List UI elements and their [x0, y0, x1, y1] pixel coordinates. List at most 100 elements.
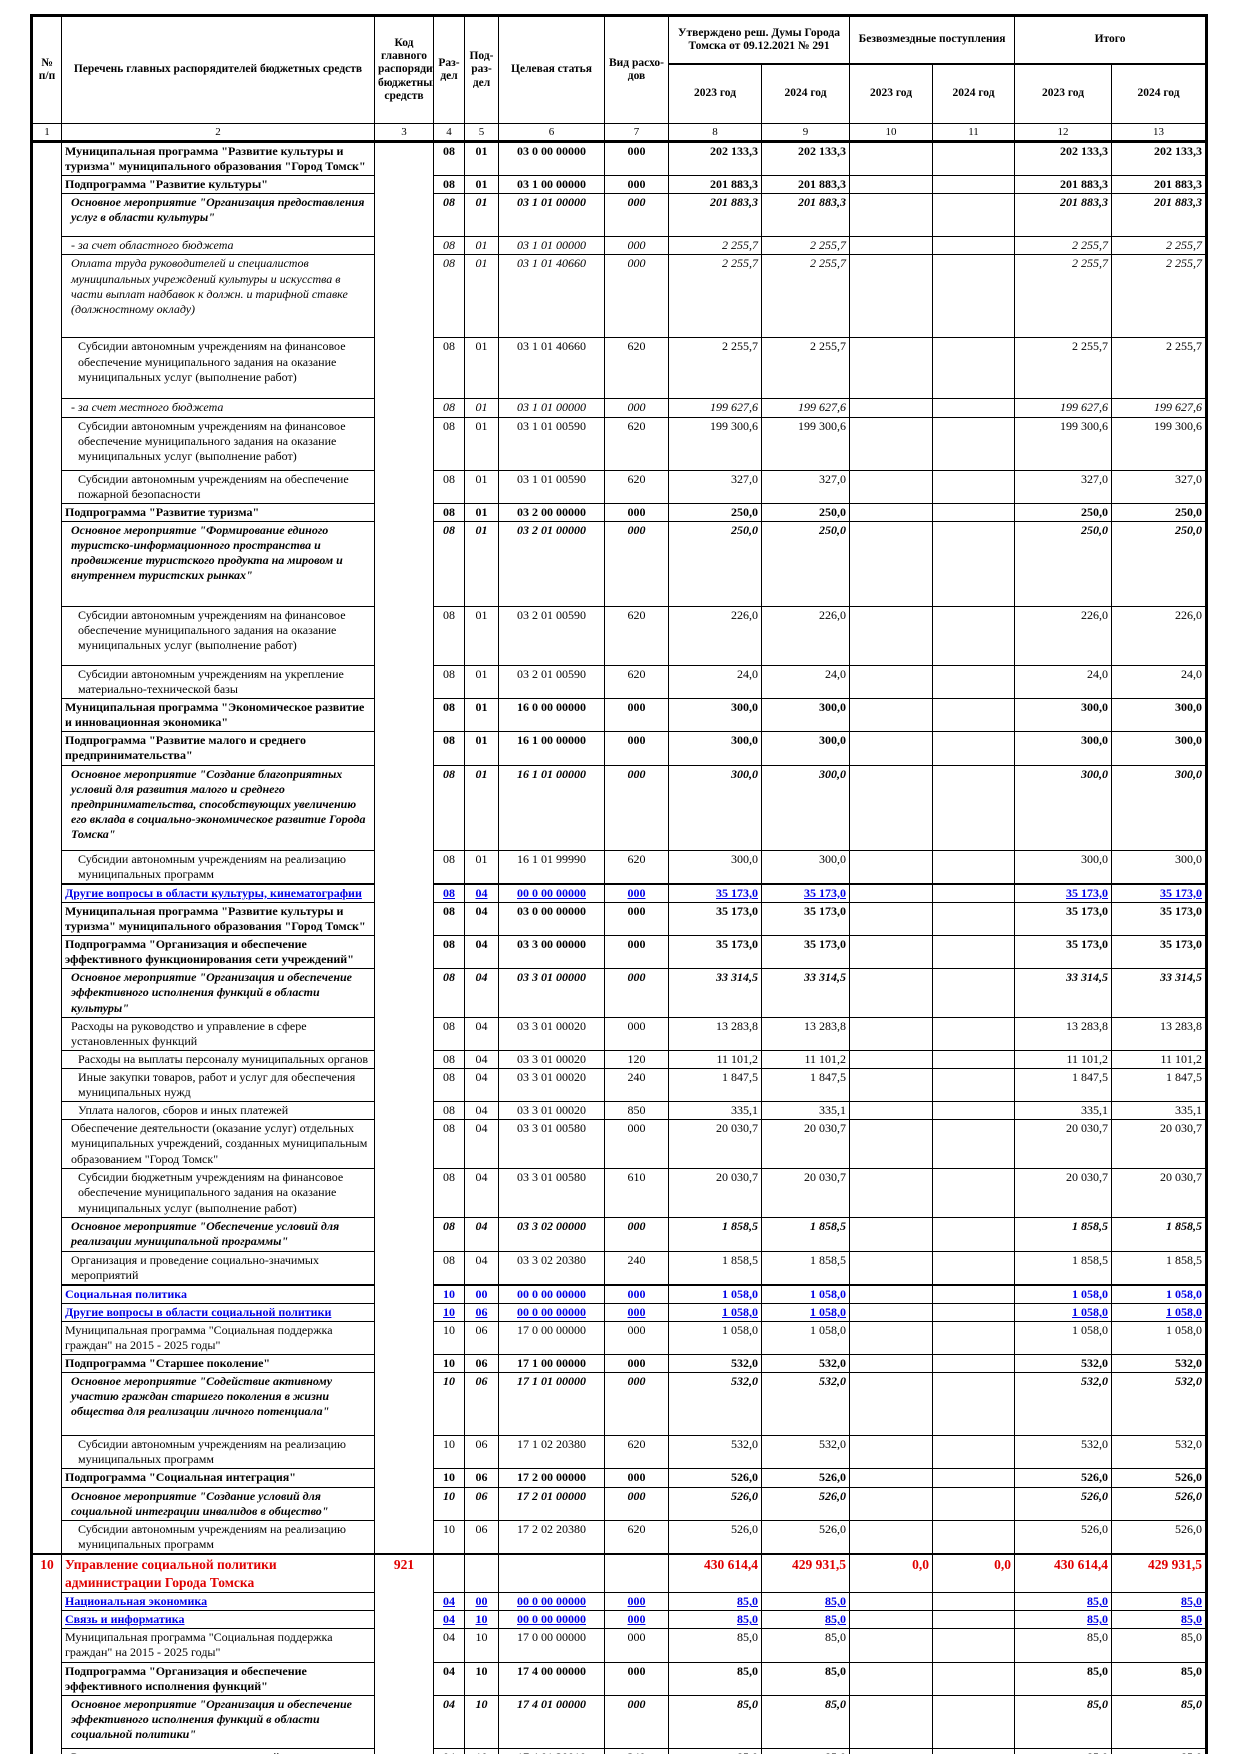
target-article-cell: 17 2 02 20380	[498, 1519, 605, 1555]
row-title-text: Основное мероприятие "Содействие активно…	[71, 1374, 333, 1419]
target-article-cell: 17 1 00 00000	[498, 1354, 605, 1374]
grbs-code-cell	[374, 765, 434, 851]
target-article-cell: 03 1 01 00000	[498, 398, 605, 418]
podrazdel-cell: 06	[464, 1486, 499, 1521]
value-gratuitous-2023	[849, 1354, 934, 1374]
value-gratuitous-2024	[932, 664, 1016, 700]
target-article-cell: 17 0 00 00000	[498, 1320, 605, 1356]
target-article-cell: 00 0 00 00000	[498, 1283, 605, 1304]
expense-type-cell: 620	[604, 605, 669, 666]
razdel-cell: 08	[433, 698, 465, 733]
header-index-row: 1 2 3 4 5 6 7 8 9 10 11 12 13	[31, 123, 1208, 143]
podrazdel-cell: 04	[464, 1217, 499, 1252]
podrazdel-cell: 06	[464, 1519, 499, 1555]
row-title: Уплата налогов, сборов и иных платежей	[61, 1101, 375, 1121]
value-approved-2024: 300,0	[760, 731, 851, 766]
row-number	[31, 1251, 62, 1285]
podrazdel-cell: 04	[464, 901, 499, 937]
target-article-cell: 03 3 00 00000	[498, 935, 605, 970]
row-title: Субсидии автономным учреждениям на реали…	[61, 849, 375, 885]
podrazdel-cell: 10	[464, 1610, 499, 1630]
razdel-cell: 04	[433, 1610, 465, 1630]
grbs-code-cell	[374, 1303, 434, 1322]
row-title-text: Муниципальная программа "Социальная подд…	[65, 1322, 333, 1353]
podrazdel-cell: 01	[464, 140, 499, 177]
value-total-2023: 532,0	[1014, 1372, 1113, 1437]
target-article-cell: 03 3 01 00020	[498, 1016, 605, 1051]
value-total-2023: 1 858,5	[1014, 1217, 1113, 1252]
row-title-text: Расходы на руководство и управление в сф…	[71, 1018, 307, 1048]
row-title: Расходы на руководство и управление в сф…	[61, 1016, 375, 1051]
value-approved-2023: 532,0	[668, 1372, 762, 1437]
value-total-2023: 430 614,4	[1014, 1553, 1113, 1594]
grbs-code-cell	[374, 1695, 434, 1749]
value-total-2023: 85,0	[1014, 1661, 1113, 1696]
table-row: Субсидии автономным учреждениям на реали…	[31, 1519, 1208, 1555]
col-index: 13	[1111, 123, 1208, 143]
value-total-2024: 2 255,7	[1111, 236, 1208, 256]
row-title-text: Субсидии автономным учреждениям на обесп…	[78, 471, 349, 501]
row-title: Основное мероприятие "Организация и обес…	[61, 968, 375, 1018]
row-number	[31, 1354, 62, 1373]
podrazdel-cell: 04	[464, 1016, 499, 1051]
row-title: Социальная политика	[61, 1283, 375, 1304]
expense-type-cell: 000	[604, 968, 669, 1018]
expense-type-cell: 000	[604, 1592, 669, 1612]
row-title: Подпрограмма "Развитие туризма"	[61, 502, 375, 522]
grbs-code-cell	[374, 1592, 434, 1611]
razdel-cell: 08	[433, 849, 465, 885]
value-approved-2023: 2 255,7	[668, 337, 762, 400]
expense-type-cell: 000	[604, 882, 669, 903]
target-article-cell: 17 2 00 00000	[498, 1468, 605, 1488]
value-gratuitous-2024	[932, 1468, 1016, 1488]
value-gratuitous-2023	[849, 140, 934, 177]
header-total-2024: 2024 год	[1111, 63, 1208, 124]
value-gratuitous-2023	[849, 337, 934, 400]
col-index: 7	[604, 123, 669, 143]
value-total-2023: 202 133,3	[1014, 140, 1113, 177]
value-total-2023: 526,0	[1014, 1468, 1113, 1488]
table-row: Основное мероприятие "Организация и обес…	[31, 968, 1208, 1018]
grbs-code-cell	[374, 254, 434, 338]
value-gratuitous-2024	[932, 1592, 1016, 1612]
value-gratuitous-2023	[849, 236, 934, 256]
row-number	[31, 1017, 62, 1051]
value-approved-2024: 2 255,7	[760, 254, 851, 339]
target-article-cell: 17 4 01 20010	[498, 1747, 605, 1754]
podrazdel-cell: 06	[464, 1354, 499, 1374]
grbs-code-cell	[374, 1468, 434, 1488]
header-target-article: Целевая статья	[498, 15, 605, 124]
razdel-cell: 10	[433, 1302, 465, 1322]
header-total-2023: 2023 год	[1014, 63, 1113, 124]
value-gratuitous-2024	[932, 1372, 1016, 1437]
target-article-cell: 16 0 00 00000	[498, 698, 605, 733]
value-gratuitous-2023	[849, 1217, 934, 1252]
value-total-2024: 226,0	[1111, 605, 1208, 666]
header-razdel: Раз-дел	[433, 15, 465, 124]
value-approved-2024: 201 883,3	[760, 193, 851, 238]
target-article-cell: 00 0 00 00000	[498, 1610, 605, 1630]
expense-type-cell: 620	[604, 664, 669, 700]
razdel-cell: 04	[433, 1628, 465, 1663]
expense-type-cell: 000	[604, 935, 669, 970]
value-total-2023: 199 300,6	[1014, 416, 1113, 471]
razdel-cell: 08	[433, 605, 465, 666]
row-number	[31, 1321, 62, 1355]
row-number	[31, 1520, 62, 1555]
table-row: Субсидии бюджетным учреждениям на финанс…	[31, 1168, 1208, 1219]
value-total-2024: 1 058,0	[1111, 1283, 1208, 1304]
value-approved-2024: 532,0	[760, 1435, 851, 1470]
header-group-row: № п/п Перечень главных распорядителей бю…	[31, 15, 1208, 124]
row-number	[31, 1284, 62, 1304]
razdel-cell: 08	[433, 968, 465, 1018]
table-row: Уплата налогов, сборов и иных платежей 08…	[31, 1101, 1208, 1121]
podrazdel-cell: 10	[464, 1694, 499, 1749]
value-total-2023: 85,0	[1014, 1628, 1113, 1663]
expense-type-cell: 000	[604, 1217, 669, 1252]
razdel-cell: 08	[433, 1217, 465, 1252]
razdel-cell: 08	[433, 1168, 465, 1219]
value-approved-2023: 1 058,0	[668, 1283, 762, 1304]
row-title-text: Муниципальная программа "Развитие культу…	[65, 144, 366, 174]
value-gratuitous-2024	[932, 1302, 1016, 1322]
grbs-code-cell	[374, 1748, 434, 1754]
